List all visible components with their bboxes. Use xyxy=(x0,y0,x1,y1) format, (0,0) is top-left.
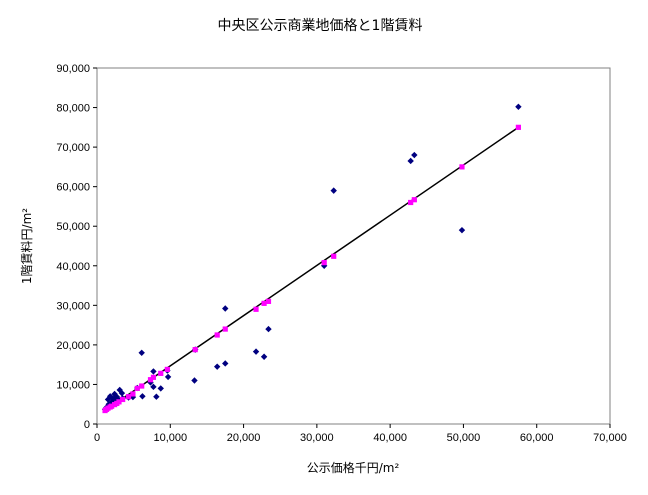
data-point-square xyxy=(158,370,164,376)
data-point-diamond xyxy=(129,393,137,401)
data-point-diamond xyxy=(150,368,157,375)
data-point-diamond xyxy=(407,157,414,165)
plot-marks xyxy=(101,103,522,414)
data-point-diamond xyxy=(150,383,157,391)
data-point-diamond xyxy=(118,389,126,397)
data-point-square xyxy=(515,124,521,130)
x-tick-label: 10,000 xyxy=(153,432,187,444)
data-point-diamond xyxy=(458,226,466,234)
y-tick-label: 60,000 xyxy=(56,182,90,194)
data-point-square xyxy=(214,332,220,338)
data-point-square xyxy=(321,260,327,266)
data-point-square xyxy=(192,347,198,353)
x-tick-label: 70,000 xyxy=(593,432,627,444)
data-point-diamond xyxy=(265,325,272,333)
y-tick-label: 80,000 xyxy=(56,103,90,115)
x-tick-label: 0 xyxy=(94,432,100,444)
data-point-diamond xyxy=(411,151,418,159)
chart-title: 中央区公示商業地価格と1階賃料 xyxy=(218,18,423,34)
data-point-diamond xyxy=(104,396,112,403)
trend-line xyxy=(104,126,519,412)
data-point-diamond xyxy=(515,103,522,110)
data-point-square xyxy=(147,377,154,383)
x-tick-label: 50,000 xyxy=(447,432,481,444)
y-tick-label: 40,000 xyxy=(56,261,90,273)
data-point-square xyxy=(408,199,414,206)
y-tick-label: 20,000 xyxy=(56,340,90,352)
plot-area xyxy=(96,67,611,425)
data-point-diamond xyxy=(164,373,172,381)
data-point-square xyxy=(222,326,228,332)
x-axis-label: 公示価格千円/m² xyxy=(307,460,400,475)
data-point-square xyxy=(150,374,157,380)
data-point-square xyxy=(102,407,108,414)
data-point-diamond xyxy=(260,353,268,360)
data-point-square xyxy=(130,391,136,397)
data-point-square xyxy=(261,300,267,306)
y-tick-label: 50,000 xyxy=(56,221,90,233)
data-point-diamond xyxy=(222,360,229,367)
data-point-diamond xyxy=(191,377,198,384)
x-tick-label: 60,000 xyxy=(520,432,554,444)
data-point-diamond xyxy=(138,349,145,356)
data-point-diamond xyxy=(157,385,164,392)
y-axis: 0 10,000 20,000 30,000 40,000 50,000 60,000 70,… xyxy=(56,63,97,431)
data-point-diamond xyxy=(330,187,337,194)
data-point-diamond xyxy=(139,393,146,400)
data-point-square xyxy=(459,164,465,170)
data-point-diamond xyxy=(222,305,229,312)
data-point-square xyxy=(164,366,170,373)
y-tick-label: 30,000 xyxy=(56,300,90,312)
data-point-diamond xyxy=(113,393,120,400)
y-axis-label: 1階賃料円/m² xyxy=(19,208,34,284)
x-axis: 0 10,000 20,000 30,000 40,000 50,000 60,000 70,… xyxy=(94,424,627,444)
data-point-diamond xyxy=(213,363,221,370)
data-point-square xyxy=(253,306,259,312)
x-tick-label: 40,000 xyxy=(373,432,407,444)
data-point-square xyxy=(125,394,132,400)
x-tick-label: 30,000 xyxy=(300,432,334,444)
data-point-diamond xyxy=(153,393,160,400)
y-tick-label: 0 xyxy=(84,419,90,431)
x-tick-label: 20,000 xyxy=(227,432,261,444)
data-point-square xyxy=(331,253,337,259)
data-point-square xyxy=(120,396,126,403)
y-tick-label: 10,000 xyxy=(56,379,90,391)
data-point-diamond xyxy=(111,390,118,398)
y-tick-label: 70,000 xyxy=(56,142,90,154)
data-point-square xyxy=(134,385,140,391)
data-point-diamond xyxy=(252,348,260,355)
data-point-square xyxy=(111,402,118,408)
data-point-square xyxy=(265,298,272,304)
y-tick-label: 90,000 xyxy=(56,63,90,75)
data-point-square xyxy=(139,383,145,389)
data-point-square xyxy=(411,197,417,203)
